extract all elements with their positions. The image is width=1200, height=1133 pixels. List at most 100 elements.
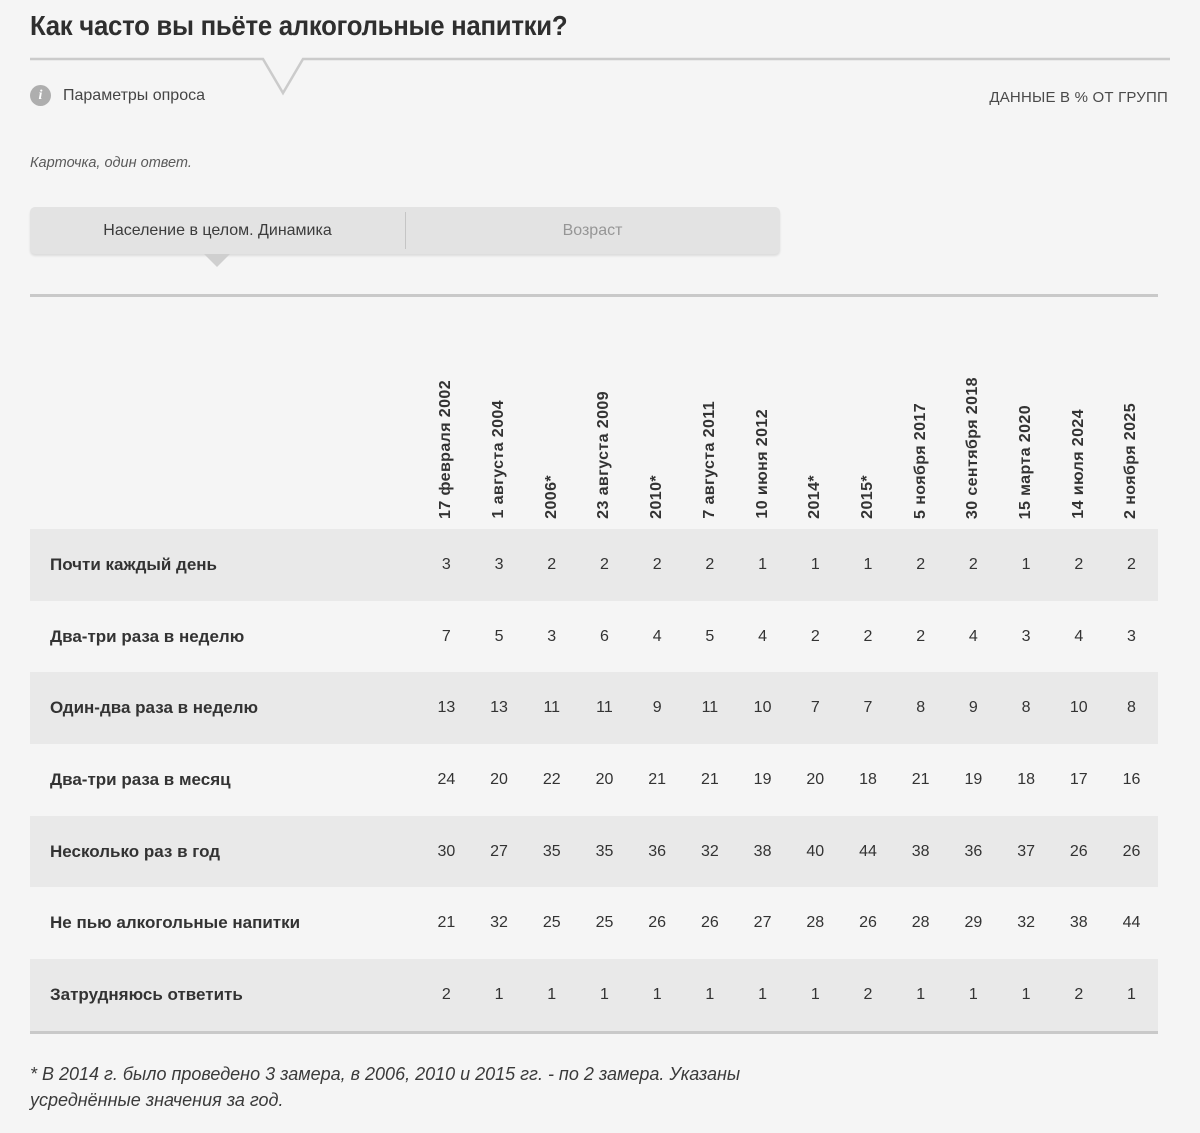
survey-params-link[interactable]: Параметры опроса	[63, 86, 205, 104]
value-cell: 3	[494, 555, 504, 573]
column-header: 7 августа 2011	[684, 300, 737, 525]
value-cell: 1	[968, 985, 978, 1003]
row-label: Два-три раза в неделю	[50, 626, 245, 646]
row-label: Не пью алкогольные напитки	[50, 913, 301, 933]
value-cell: 10	[753, 699, 772, 717]
column-header: 14 июля 2024	[1052, 300, 1105, 525]
value-cell: 18	[859, 770, 877, 788]
value-cell: 1	[1021, 985, 1031, 1003]
value-cell: 2	[1127, 555, 1136, 573]
row-label: Два-три раза в месяц	[50, 769, 231, 789]
value-cell: 26	[859, 914, 877, 932]
value-cell: 20	[490, 770, 508, 788]
value-cell: 30	[437, 842, 456, 860]
value-cell: 2	[863, 985, 873, 1003]
footnote-line: усреднённые значения за год.	[30, 1090, 284, 1111]
column-header-label: 30 сентября 2018	[964, 376, 982, 519]
tab-label: Население в целом. Динамика	[103, 221, 332, 239]
value-cell: 2	[600, 555, 609, 573]
column-header-label: 2006*	[542, 475, 560, 519]
value-cell: 20	[806, 770, 825, 788]
tab-population-dynamics[interactable]: Население в целом. Динамика	[30, 207, 405, 254]
column-header: 2015*	[842, 300, 895, 525]
value-cell: 32	[700, 842, 719, 860]
column-header-label: 2 ноября 2025	[1122, 403, 1140, 519]
table-row: Один-два раза в неделю 13 13 11 11 9 11 10 7 7 8 9 8…	[30, 672, 1158, 745]
column-header-label: 14 июля 2024	[1069, 409, 1087, 519]
value-cell: 32	[1017, 914, 1035, 932]
table-row: Затрудняюсь ответить 2 1 1 1 1 1 1 1 2 1 1 1 2 1	[30, 959, 1158, 1031]
value-cell: 19	[964, 770, 983, 788]
value-cell: 4	[758, 627, 768, 645]
value-cell: 11	[701, 699, 719, 717]
table-top-border	[30, 294, 1158, 297]
column-header: 15 марта 2020	[1000, 300, 1053, 525]
callout-divider	[30, 57, 1170, 96]
value-cell: 28	[911, 914, 930, 932]
question-method-note: Карточка, один ответ.	[30, 155, 192, 171]
value-cell: 35	[595, 842, 614, 860]
value-cell: 28	[806, 914, 825, 932]
table-header-row: 17 февраля 2002 1 августа 2004 2006* 23 авг…	[30, 300, 1158, 525]
value-cell: 8	[916, 699, 926, 717]
value-cell: 4	[1074, 627, 1084, 645]
value-cell: 2	[547, 555, 557, 573]
column-header: 2014*	[789, 300, 842, 525]
value-cell: 24	[437, 770, 456, 788]
data-percent-note: ДАННЫЕ В % ОТ ГРУПП	[989, 89, 1168, 106]
value-cell: 22	[542, 770, 561, 788]
value-cell: 37	[1017, 842, 1035, 860]
survey-params-row: i Параметры опроса	[30, 85, 205, 106]
value-cell: 1	[494, 985, 504, 1003]
value-cell: 26	[1122, 842, 1141, 860]
value-cell: 10	[1069, 699, 1088, 717]
value-cell: 2	[1074, 985, 1084, 1003]
column-header-label: 2015*	[858, 475, 876, 519]
value-cell: 27	[490, 842, 508, 860]
value-cell: 44	[1122, 914, 1141, 932]
column-header: 2006*	[525, 300, 578, 525]
value-cell: 2	[441, 985, 451, 1003]
value-cell: 7	[863, 699, 873, 717]
column-header: 1 августа 2004	[473, 300, 526, 525]
value-cell: 1	[810, 985, 820, 1003]
value-cell: 26	[700, 914, 719, 932]
column-header-label: 1 августа 2004	[490, 400, 508, 519]
row-label: Несколько раз в год	[50, 841, 221, 861]
table-row: Два-три раза в месяц 24 20 22 20 21 21 19 20 18 21…	[30, 744, 1158, 816]
value-cell: 13	[437, 699, 456, 717]
value-cell: 27	[753, 914, 772, 932]
value-cell: 25	[595, 914, 614, 932]
value-cell: 3	[1127, 627, 1136, 645]
value-cell: 38	[911, 842, 930, 860]
value-cell: 1	[863, 555, 873, 573]
value-cell: 19	[753, 770, 772, 788]
value-cell: 38	[753, 842, 772, 860]
value-cell: 1	[705, 985, 715, 1003]
value-cell: 20	[595, 770, 614, 788]
table-row: Не пью алкогольные напитки 21 32 25 25 26 26 27…	[30, 887, 1158, 959]
footnote-line: * В 2014 г. было проведено 3 замера, в 2…	[30, 1064, 741, 1084]
value-cell: 1	[810, 555, 820, 573]
value-cell: 38	[1069, 914, 1088, 932]
value-cell: 2	[810, 627, 820, 645]
info-icon[interactable]: i	[30, 85, 51, 106]
column-header: 5 ноября 2017	[894, 300, 947, 525]
value-cell: 21	[700, 770, 719, 788]
value-cell: 29	[964, 914, 983, 932]
row-label: Один-два раза в неделю	[50, 698, 259, 718]
tab-age[interactable]: Возраст	[405, 207, 780, 254]
value-cell: 13	[490, 699, 508, 717]
table-bottom-border	[30, 1031, 1158, 1034]
column-header: 30 сентября 2018	[947, 300, 1000, 525]
value-cell: 2	[916, 627, 926, 645]
row-label: Почти каждый день	[50, 554, 218, 574]
value-cell: 1	[600, 985, 609, 1003]
value-cell: 26	[648, 914, 667, 932]
value-cell: 1	[758, 985, 768, 1003]
value-cell: 11	[596, 699, 613, 717]
value-cell: 32	[490, 914, 508, 932]
column-header-label: 5 ноября 2017	[911, 403, 929, 519]
column-header: 10 июня 2012	[736, 300, 789, 525]
